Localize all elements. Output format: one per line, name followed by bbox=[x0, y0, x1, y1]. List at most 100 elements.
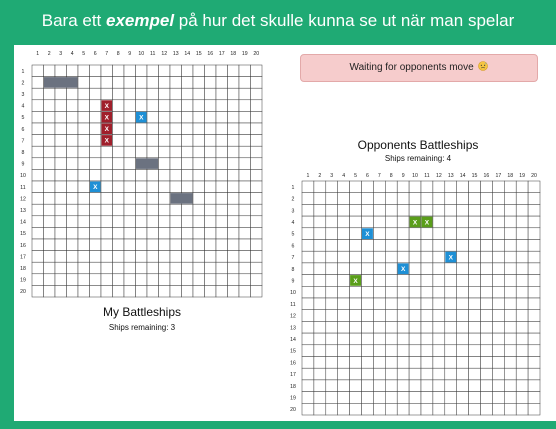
opponent-board-cell[interactable] bbox=[337, 297, 350, 310]
opponent-board-cell[interactable] bbox=[468, 192, 481, 205]
my-board-cell[interactable] bbox=[54, 227, 67, 240]
opponent-board-cell[interactable] bbox=[527, 215, 541, 229]
my-board-cell[interactable] bbox=[204, 215, 217, 228]
opponent-board-cell[interactable] bbox=[456, 321, 469, 334]
my-board-cell[interactable] bbox=[146, 180, 159, 193]
my-board-cell[interactable] bbox=[181, 76, 194, 89]
my-board-cell[interactable] bbox=[250, 169, 263, 182]
opponent-board-cell[interactable] bbox=[444, 227, 457, 240]
my-board-cell[interactable] bbox=[31, 99, 44, 112]
my-board-cell[interactable] bbox=[169, 261, 182, 275]
my-board-cell[interactable] bbox=[158, 169, 171, 182]
opponent-board-cell[interactable] bbox=[444, 379, 457, 392]
my-board-cell[interactable] bbox=[100, 180, 113, 193]
opponent-board-cell[interactable] bbox=[432, 274, 446, 287]
opponent-board-cell[interactable] bbox=[432, 250, 446, 264]
opponent-board-cell[interactable] bbox=[492, 379, 505, 392]
my-board-cell[interactable] bbox=[54, 64, 67, 77]
opponent-board-cell[interactable] bbox=[313, 180, 327, 193]
opponent-board-cell[interactable] bbox=[515, 403, 529, 416]
my-board-cell[interactable] bbox=[215, 157, 228, 170]
my-board-cell[interactable] bbox=[89, 145, 102, 159]
opponent-board-cell[interactable] bbox=[444, 367, 457, 381]
opponent-board-cell[interactable] bbox=[527, 379, 541, 392]
opponent-board-cell[interactable] bbox=[361, 356, 374, 369]
my-board-cell[interactable] bbox=[112, 203, 125, 217]
opponent-board-cell[interactable] bbox=[325, 297, 338, 310]
my-board-cell[interactable] bbox=[135, 250, 148, 263]
opponent-board-cell[interactable] bbox=[468, 321, 481, 334]
opponent-board-cell[interactable] bbox=[444, 321, 457, 334]
my-board-cell[interactable] bbox=[54, 99, 67, 112]
my-board-cell[interactable] bbox=[77, 238, 90, 251]
my-board-cell[interactable] bbox=[123, 180, 136, 193]
my-board-cell[interactable] bbox=[250, 76, 263, 89]
opponent-board-cell[interactable] bbox=[504, 321, 517, 334]
opponent-board-cell[interactable] bbox=[492, 403, 505, 416]
my-board-cell[interactable] bbox=[100, 215, 113, 228]
opponent-board-cell[interactable] bbox=[432, 344, 446, 357]
opponent-board-cell[interactable] bbox=[480, 239, 493, 252]
my-board-cell[interactable] bbox=[89, 215, 102, 228]
my-board-cell[interactable] bbox=[31, 250, 44, 263]
opponent-board-cell[interactable] bbox=[456, 180, 469, 193]
opponent-board-cell[interactable] bbox=[444, 262, 457, 275]
opponent-board-cell[interactable] bbox=[432, 204, 446, 217]
opponent-board-cell[interactable] bbox=[456, 344, 469, 357]
my-board-cell[interactable] bbox=[181, 180, 194, 193]
opponent-board-cell[interactable] bbox=[396, 332, 410, 346]
opponent-board-cell[interactable] bbox=[420, 391, 434, 404]
opponent-board-cell[interactable] bbox=[337, 367, 350, 381]
my-board-cell[interactable] bbox=[169, 215, 182, 228]
opponent-board-cell[interactable] bbox=[432, 239, 446, 252]
my-board-cell[interactable] bbox=[250, 203, 263, 217]
my-board-cell[interactable] bbox=[169, 134, 182, 147]
opponent-board-cell[interactable] bbox=[337, 356, 350, 369]
my-board-cell[interactable] bbox=[112, 76, 125, 89]
my-board-cell[interactable] bbox=[192, 215, 205, 228]
opponent-board-cell[interactable] bbox=[337, 379, 350, 392]
my-board-cell[interactable] bbox=[54, 122, 67, 135]
my-board-cell[interactable] bbox=[250, 250, 263, 263]
my-board-cell[interactable] bbox=[135, 215, 148, 228]
my-board-cell[interactable] bbox=[66, 250, 79, 263]
my-board-cell[interactable] bbox=[227, 250, 240, 263]
opponent-board-cell[interactable] bbox=[420, 250, 434, 264]
my-board-cell[interactable] bbox=[158, 273, 171, 286]
opponent-board-cell[interactable] bbox=[301, 297, 315, 310]
my-board-cell[interactable] bbox=[89, 134, 102, 147]
my-board-cell[interactable] bbox=[100, 261, 113, 275]
my-board-cell[interactable] bbox=[181, 261, 194, 275]
opponent-board-cell[interactable] bbox=[420, 332, 434, 346]
opponent-board-cell[interactable] bbox=[385, 204, 398, 217]
opponent-board-cell[interactable] bbox=[349, 204, 362, 217]
opponent-board-cell[interactable] bbox=[480, 379, 493, 392]
opponent-board-cell[interactable] bbox=[515, 344, 529, 357]
my-board-cell[interactable] bbox=[215, 203, 228, 217]
opponent-board-cell[interactable] bbox=[444, 403, 457, 416]
opponent-board-cell[interactable] bbox=[396, 274, 410, 287]
opponent-board-cell[interactable] bbox=[396, 309, 410, 322]
opponent-board-cell[interactable] bbox=[385, 367, 398, 381]
my-board-cell[interactable] bbox=[146, 145, 159, 159]
opponent-board-cell[interactable] bbox=[396, 403, 410, 416]
opponent-board-cell[interactable] bbox=[313, 367, 327, 381]
my-board-cell[interactable] bbox=[66, 180, 79, 193]
my-board-cell[interactable] bbox=[123, 169, 136, 182]
my-board-cell[interactable] bbox=[181, 157, 194, 170]
opponent-board-cell[interactable] bbox=[504, 192, 517, 205]
opponent-board-cell[interactable] bbox=[301, 332, 315, 346]
opponent-board-cell[interactable] bbox=[396, 227, 410, 240]
opponent-board-cell[interactable] bbox=[337, 391, 350, 404]
my-board-cell[interactable] bbox=[77, 285, 90, 298]
opponent-board-cell[interactable] bbox=[373, 250, 386, 264]
my-board-cell[interactable] bbox=[112, 238, 125, 251]
my-board-cell[interactable] bbox=[66, 273, 79, 286]
my-board-cell[interactable] bbox=[135, 122, 148, 135]
my-board-cell[interactable] bbox=[135, 87, 148, 101]
my-board-cell[interactable] bbox=[100, 64, 113, 77]
opponent-board-cell[interactable] bbox=[361, 215, 374, 229]
opponent-board-cell[interactable] bbox=[313, 250, 327, 264]
my-board-cell[interactable] bbox=[238, 261, 251, 275]
opponent-board-cell[interactable] bbox=[313, 344, 327, 357]
